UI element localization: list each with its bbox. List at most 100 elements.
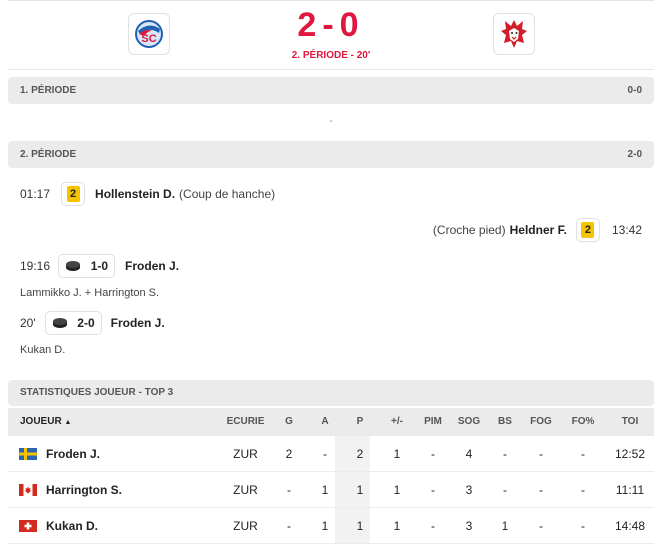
canada-flag-icon	[19, 484, 37, 496]
header-divider	[8, 69, 654, 70]
plus-minus-cell: 1	[393, 447, 401, 461]
sog-cell: 3	[465, 519, 473, 533]
team-cell: ZUR	[233, 483, 258, 497]
table-row[interactable]: Froden J. ZUR 2 - 2 1 - 4 - - - 12:52	[8, 436, 654, 472]
event-time: 01:17	[20, 187, 51, 201]
stats-title: STATISTIQUES JOUEUR - TOP 3	[20, 387, 174, 398]
sog-cell: 3	[465, 483, 473, 497]
col-a[interactable]: A	[321, 416, 329, 427]
col-joueur[interactable]: JOUEUR ▲	[20, 416, 72, 427]
event-penalty-home: 01:17 2 Hollenstein D. (Coup de hanche)	[20, 181, 275, 207]
period-1-header: 1. PÉRIODE 0-0	[8, 77, 654, 104]
fo-pct-cell: -	[581, 483, 585, 497]
col-pim[interactable]: PIM	[424, 416, 442, 427]
home-team-logo[interactable]: SC	[128, 13, 170, 55]
table-row[interactable]: Kukan D. ZUR - 1 1 1 - 3 1 - - 14:48	[8, 508, 654, 544]
period-1-label: 1. PÉRIODE	[20, 85, 77, 96]
event-player[interactable]: Hollenstein D.	[95, 187, 176, 201]
period-1-score: 0-0	[627, 85, 642, 96]
match-header: SC 2-0 2. PÉRIODE - 20'	[0, 0, 662, 70]
plus-minus-cell: 1	[393, 519, 401, 533]
lausanne-lion-logo-icon	[501, 20, 527, 48]
bs-cell: -	[503, 483, 507, 497]
g-cell: -	[287, 483, 291, 497]
puck-icon	[66, 261, 81, 271]
points-column-highlight	[335, 436, 370, 544]
goal-badge: 1-0	[58, 254, 116, 278]
col-sog[interactable]: SOG	[457, 416, 481, 427]
event-player[interactable]: Heldner F.	[509, 223, 567, 237]
col-fo-pct[interactable]: FO%	[571, 416, 595, 427]
period-2-header: 2. PÉRIODE 2-0	[8, 141, 654, 168]
fog-cell: -	[539, 519, 543, 533]
top-divider	[8, 0, 654, 1]
toi-cell: 14:48	[614, 519, 646, 533]
event-player[interactable]: Froden J.	[110, 316, 165, 330]
col-ecurie[interactable]: ECURIE	[226, 416, 265, 427]
period-2-label: 2. PÉRIODE	[20, 149, 77, 160]
pim-cell: -	[431, 519, 435, 533]
event-reason: (Croche pied)	[432, 223, 506, 237]
a-cell: 1	[321, 519, 329, 533]
fo-pct-cell: -	[581, 447, 585, 461]
goal-score: 1-0	[90, 259, 109, 273]
plus-minus-cell: 1	[393, 483, 401, 497]
player-name[interactable]: Kukan D.	[46, 519, 99, 533]
fog-cell: -	[539, 447, 543, 461]
col-toi[interactable]: TOI	[621, 416, 639, 427]
stats-table-header: JOUEUR ▲ ECURIE G A P +/- PIM SOG BS FOG…	[8, 408, 654, 436]
col-g[interactable]: G	[285, 416, 293, 427]
player-name[interactable]: Froden J.	[46, 447, 101, 461]
table-row[interactable]: Harrington S. ZUR - 1 1 1 - 3 - - - 11:1…	[8, 472, 654, 508]
svg-text:SC: SC	[141, 33, 156, 45]
p-cell: 1	[356, 483, 364, 497]
event-penalty-away: (Croche pied) Heldner F. 2 13:42	[433, 217, 642, 243]
stats-header: STATISTIQUES JOUEUR - TOP 3	[8, 380, 654, 406]
col-bs[interactable]: BS	[498, 416, 512, 427]
penalty-card-icon: 2	[66, 186, 80, 202]
period-status: 2. PÉRIODE - 20'	[291, 50, 371, 61]
puck-icon	[52, 318, 67, 328]
toi-cell: 11:11	[615, 483, 645, 497]
col-p[interactable]: P	[356, 416, 364, 427]
event-player[interactable]: Froden J.	[125, 259, 180, 273]
match-score: 2-0	[297, 6, 365, 44]
team-cell: ZUR	[233, 447, 258, 461]
event-goal-2: 20' 2-0 Froden J.	[20, 310, 165, 336]
team-cell: ZUR	[233, 519, 258, 533]
away-team-logo[interactable]	[493, 13, 535, 55]
a-cell: 1	[321, 483, 329, 497]
switzerland-flag-icon	[19, 520, 37, 532]
penalty-badge: 2	[61, 182, 86, 206]
fog-cell: -	[539, 483, 543, 497]
fo-pct-cell: -	[581, 519, 585, 533]
g-cell: -	[287, 519, 291, 533]
player-name[interactable]: Harrington S.	[46, 483, 123, 497]
pim-cell: -	[431, 483, 435, 497]
penalty-badge: 2	[575, 218, 600, 242]
bs-cell: 1	[501, 519, 509, 533]
a-cell: -	[323, 447, 327, 461]
event-goal-1: 19:16 1-0 Froden J.	[20, 253, 179, 279]
g-cell: 2	[285, 447, 293, 461]
sog-cell: 4	[465, 447, 473, 461]
goal-badge: 2-0	[44, 311, 102, 335]
col-plus-minus[interactable]: +/-	[391, 416, 403, 427]
event-assists: Kukan D.	[20, 344, 66, 356]
goal-score: 2-0	[77, 316, 95, 330]
sweden-flag-icon	[19, 448, 37, 460]
event-time: 19:16	[20, 259, 51, 273]
p-cell: 2	[356, 447, 364, 461]
zsc-lions-logo-icon: SC	[135, 20, 163, 48]
period-1-empty: -	[329, 116, 333, 127]
event-reason: (Coup de hanche)	[179, 187, 276, 201]
pim-cell: -	[431, 447, 435, 461]
col-fog[interactable]: FOG	[530, 416, 552, 427]
p-cell: 1	[356, 519, 364, 533]
toi-cell: 12:52	[614, 447, 646, 461]
event-assists: Lammikko J. + Harrington S.	[20, 287, 160, 299]
penalty-card-icon: 2	[581, 222, 595, 238]
event-time: 20'	[20, 316, 36, 330]
period-2-score: 2-0	[627, 149, 642, 160]
event-time: 13:42	[611, 223, 642, 237]
